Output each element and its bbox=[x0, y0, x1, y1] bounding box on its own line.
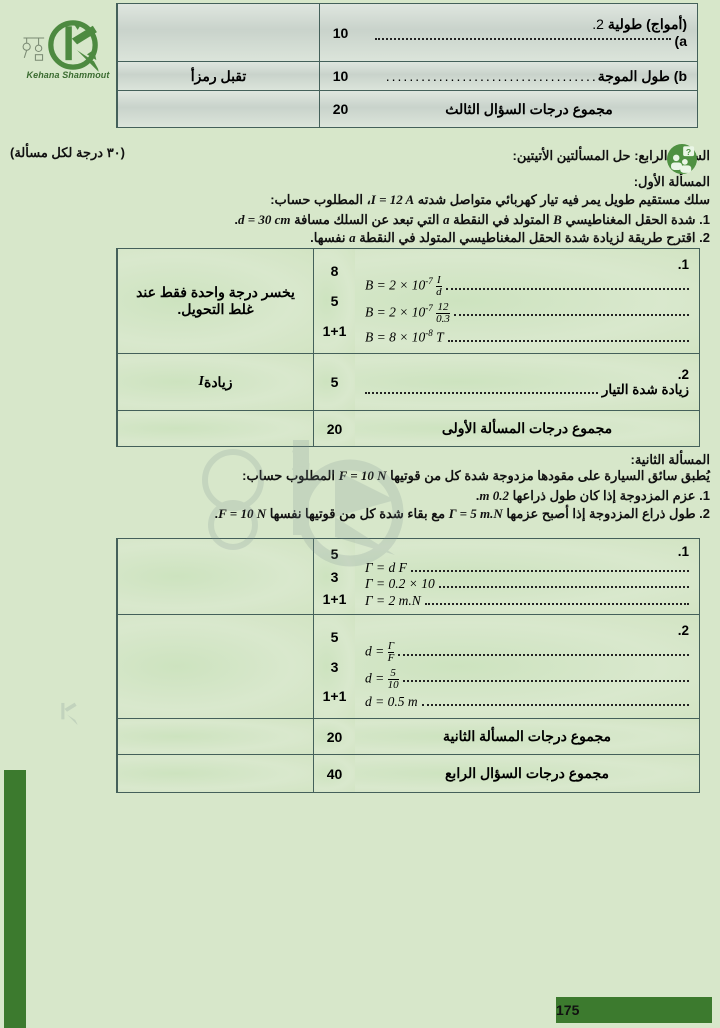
svg-text:Σ: Σ bbox=[291, 444, 311, 477]
svg-text:?: ? bbox=[686, 147, 691, 157]
